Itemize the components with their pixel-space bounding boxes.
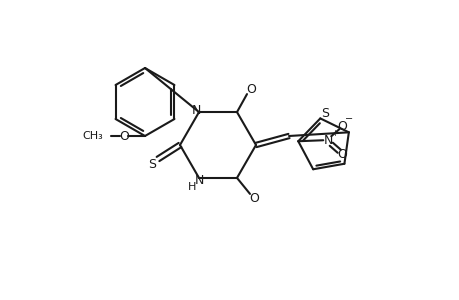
Text: O: O <box>336 120 347 133</box>
Text: H: H <box>187 182 196 192</box>
Text: S: S <box>321 107 329 120</box>
Text: S: S <box>148 158 156 170</box>
Text: O: O <box>336 148 347 161</box>
Text: −: − <box>344 114 353 124</box>
Text: CH₃: CH₃ <box>82 131 103 141</box>
Text: O: O <box>246 82 255 96</box>
Text: N: N <box>194 174 203 188</box>
Text: O: O <box>119 130 129 142</box>
Text: +: + <box>330 129 337 138</box>
Text: O: O <box>248 192 258 206</box>
Text: N: N <box>191 103 200 117</box>
Text: N: N <box>323 134 332 147</box>
